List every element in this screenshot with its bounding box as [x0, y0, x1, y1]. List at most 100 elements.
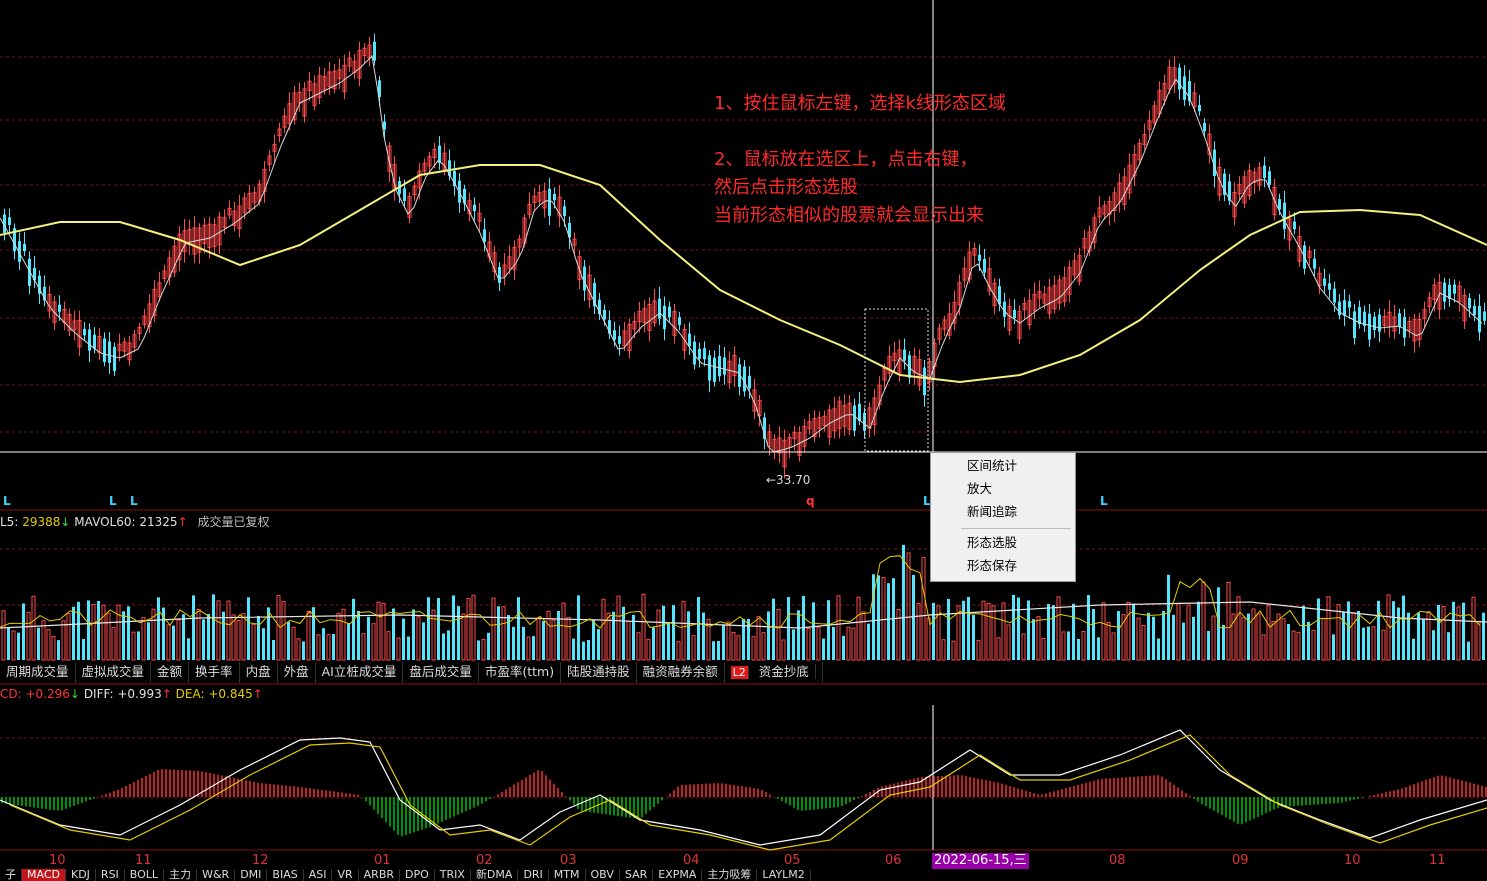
candle-body	[557, 196, 562, 217]
tab-vr[interactable]: VR	[332, 869, 359, 881]
candle-body	[1127, 164, 1132, 194]
volume-bar	[1027, 600, 1030, 660]
candle-body	[743, 366, 746, 392]
tab-pe-ttm[interactable]: 市盈率(ttm)	[479, 662, 562, 683]
tab-expma[interactable]: EXPMA	[653, 869, 703, 881]
volume-bar	[1, 610, 6, 661]
volume-bar	[101, 604, 106, 661]
volume-bar	[322, 628, 325, 660]
volume-bar	[1222, 624, 1225, 660]
tab-sub[interactable]: 子	[0, 869, 22, 881]
tab-kdj[interactable]: KDJ	[66, 869, 96, 881]
candle-body	[1348, 301, 1351, 308]
tab-main-force[interactable]: 主力	[164, 869, 198, 881]
tab-dmi[interactable]: DMI	[235, 869, 268, 881]
candle-body	[267, 155, 272, 165]
volume-bar	[962, 600, 965, 660]
month-label: 11	[1429, 853, 1446, 868]
candle-body	[858, 403, 861, 422]
candle-body	[572, 238, 577, 246]
menu-item-pattern-save[interactable]: 形态保存	[967, 558, 1018, 573]
candle-body	[1003, 301, 1006, 317]
candle-body	[1072, 260, 1077, 276]
candle-body	[542, 190, 547, 209]
candle-body	[177, 233, 182, 261]
candle-body	[47, 294, 52, 312]
candle-body	[1137, 142, 1142, 161]
volume-bar	[756, 616, 761, 661]
candle-body	[18, 241, 21, 262]
tab-rsi[interactable]: RSI	[96, 869, 125, 881]
candle-body	[1453, 284, 1456, 294]
tab-dpo[interactable]: DPO	[400, 869, 435, 881]
candle-body	[1132, 154, 1137, 177]
volume-bar	[111, 626, 116, 661]
candle-body	[1363, 311, 1366, 326]
candle-body	[738, 364, 741, 387]
candle-body	[117, 343, 122, 352]
candle-body	[842, 405, 847, 427]
tab-after-hours-volume[interactable]: 盘后成交量	[403, 662, 479, 683]
tab-asi[interactable]: ASI	[304, 869, 333, 881]
volume-bar	[212, 594, 215, 660]
volume-bar	[352, 598, 355, 660]
tab-turnover[interactable]: 换手率	[189, 662, 240, 683]
tab-inner-volume[interactable]: 内盘	[240, 662, 278, 683]
tab-trix[interactable]: TRIX	[435, 869, 471, 881]
tab-period-volume[interactable]: 周期成交量	[0, 662, 76, 683]
tab-new-dma[interactable]: 新DMA	[471, 869, 519, 881]
tab-arbr[interactable]: ARBR	[359, 869, 401, 881]
tab-sar[interactable]: SAR	[620, 869, 654, 881]
tab-macd[interactable]: MACD	[22, 869, 66, 881]
vol5-value: 29388	[22, 515, 61, 529]
tab-wr[interactable]: W&R	[197, 869, 236, 881]
candle-body	[1407, 320, 1412, 332]
tab-obv[interactable]: OBV	[586, 869, 620, 881]
volume-bar	[172, 625, 175, 660]
l-marker: L	[1100, 494, 1108, 508]
volume-bar	[151, 608, 156, 661]
volume-bar	[557, 611, 560, 660]
candle-body	[967, 251, 972, 280]
tab-bias[interactable]: BIAS	[267, 869, 304, 881]
menu-item-interval-stats[interactable]: 区间统计	[967, 458, 1018, 473]
dea-value: +0.845	[208, 687, 253, 701]
tab-margin-balance[interactable]: 融资融券余额	[637, 662, 725, 683]
candle-body	[427, 156, 432, 167]
volume-bar	[471, 594, 476, 661]
tab-laylm2[interactable]: LAYLM2	[757, 869, 811, 881]
volume-bar	[672, 605, 675, 660]
candle-body	[202, 224, 207, 244]
volume-bar	[616, 595, 621, 661]
volume-bar	[176, 619, 181, 661]
tab-boll[interactable]: BOLL	[125, 869, 165, 881]
candle-body	[598, 299, 601, 315]
volume-bar	[981, 600, 986, 661]
volume-bar	[1197, 601, 1200, 660]
candle-body	[777, 437, 782, 454]
candle-body	[708, 355, 711, 381]
tab-main-accumulation[interactable]: 主力吸筹	[702, 869, 758, 881]
candle-body	[1368, 313, 1371, 340]
tab-outer-volume[interactable]: 外盘	[278, 662, 316, 683]
tab-northbound-holdings[interactable]: 陆股通持股	[561, 662, 637, 683]
tab-mtm[interactable]: MTM	[549, 869, 586, 881]
candle-body	[357, 49, 362, 79]
menu-item-news-tracking[interactable]: 新闻追踪	[967, 504, 1018, 519]
volume-bar	[422, 622, 425, 660]
menu-item-zoom[interactable]: 放大	[967, 481, 993, 496]
volume-bar	[481, 639, 486, 661]
tab-virtual-volume[interactable]: 虚拟成交量	[76, 662, 152, 683]
candle-body	[853, 405, 856, 431]
candle-body	[147, 303, 152, 328]
tab-ai-volume[interactable]: AI立桩成交量	[316, 662, 404, 683]
tab-dri[interactable]: DRI	[518, 869, 549, 881]
candle-body	[1183, 76, 1186, 100]
menu-item-pattern-select[interactable]: 形态选股	[967, 535, 1018, 550]
volume-bar	[1326, 596, 1331, 661]
volume-bar	[822, 638, 825, 660]
tab-amount[interactable]: 金额	[151, 662, 190, 683]
candle-body	[1373, 316, 1376, 331]
tab-fund-bottom[interactable]: L2 资金抄底	[725, 662, 823, 683]
